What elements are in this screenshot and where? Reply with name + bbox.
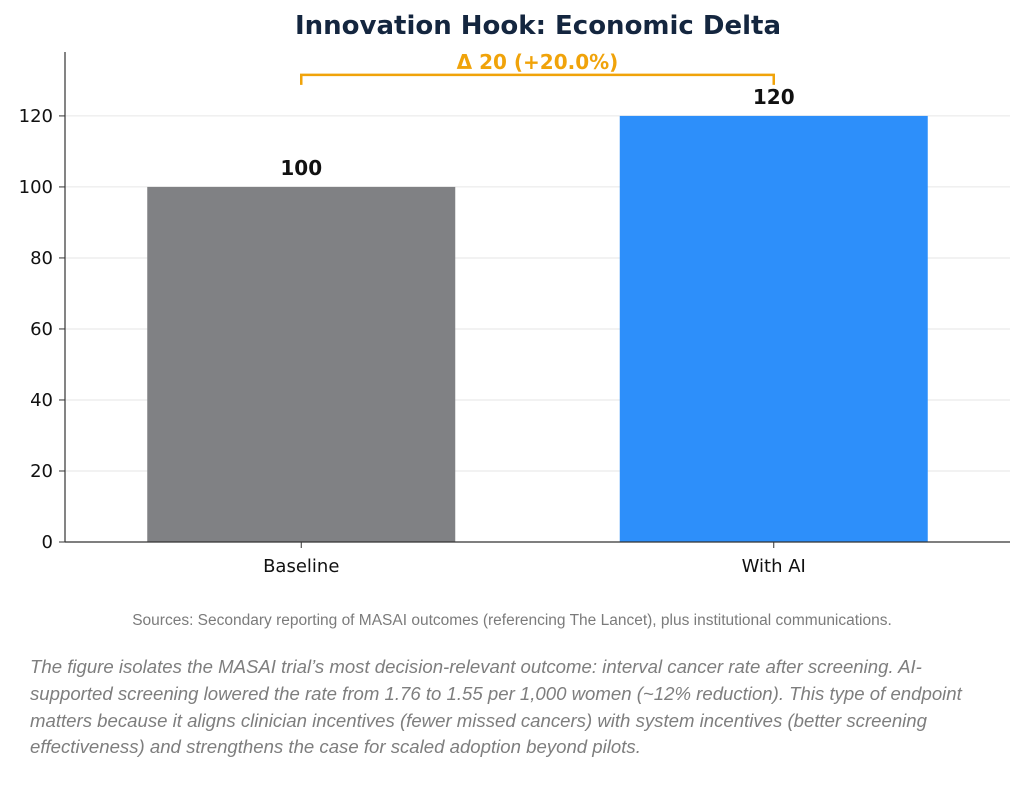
chart-title: Innovation Hook: Economic Delta <box>295 11 781 41</box>
y-tick-label: 100 <box>19 177 53 198</box>
y-tick-label: 60 <box>30 319 53 340</box>
delta-label: Δ 20 (+20.0%) <box>457 50 619 74</box>
x-tick-label: Baseline <box>263 556 339 577</box>
delta-annotation: Δ 20 (+20.0%) <box>300 50 775 85</box>
sources-note: Sources: Secondary reporting of MASAI ou… <box>132 612 892 629</box>
delta-bracket <box>300 73 775 85</box>
y-tick-label: 20 <box>30 461 53 482</box>
bars: 100 120 <box>147 85 928 543</box>
y-tick-label: 80 <box>30 248 53 269</box>
bar-value-label: 100 <box>280 156 322 180</box>
figure-caption: The figure isolates the MASAI trial’s mo… <box>30 656 962 758</box>
bar-chart: Innovation Hook: Economic Delta 100 120 0… <box>19 11 1010 577</box>
bar-value-label: 120 <box>753 85 795 109</box>
y-tick-label: 40 <box>30 390 53 411</box>
y-tick-label: 120 <box>19 106 53 127</box>
x-tick-label: With AI <box>742 556 806 577</box>
y-tick-label: 0 <box>42 532 53 553</box>
bar <box>619 115 928 543</box>
bar <box>147 186 456 542</box>
axes: 0 20 40 60 80 100 120 Baseline With AI <box>19 52 1010 577</box>
